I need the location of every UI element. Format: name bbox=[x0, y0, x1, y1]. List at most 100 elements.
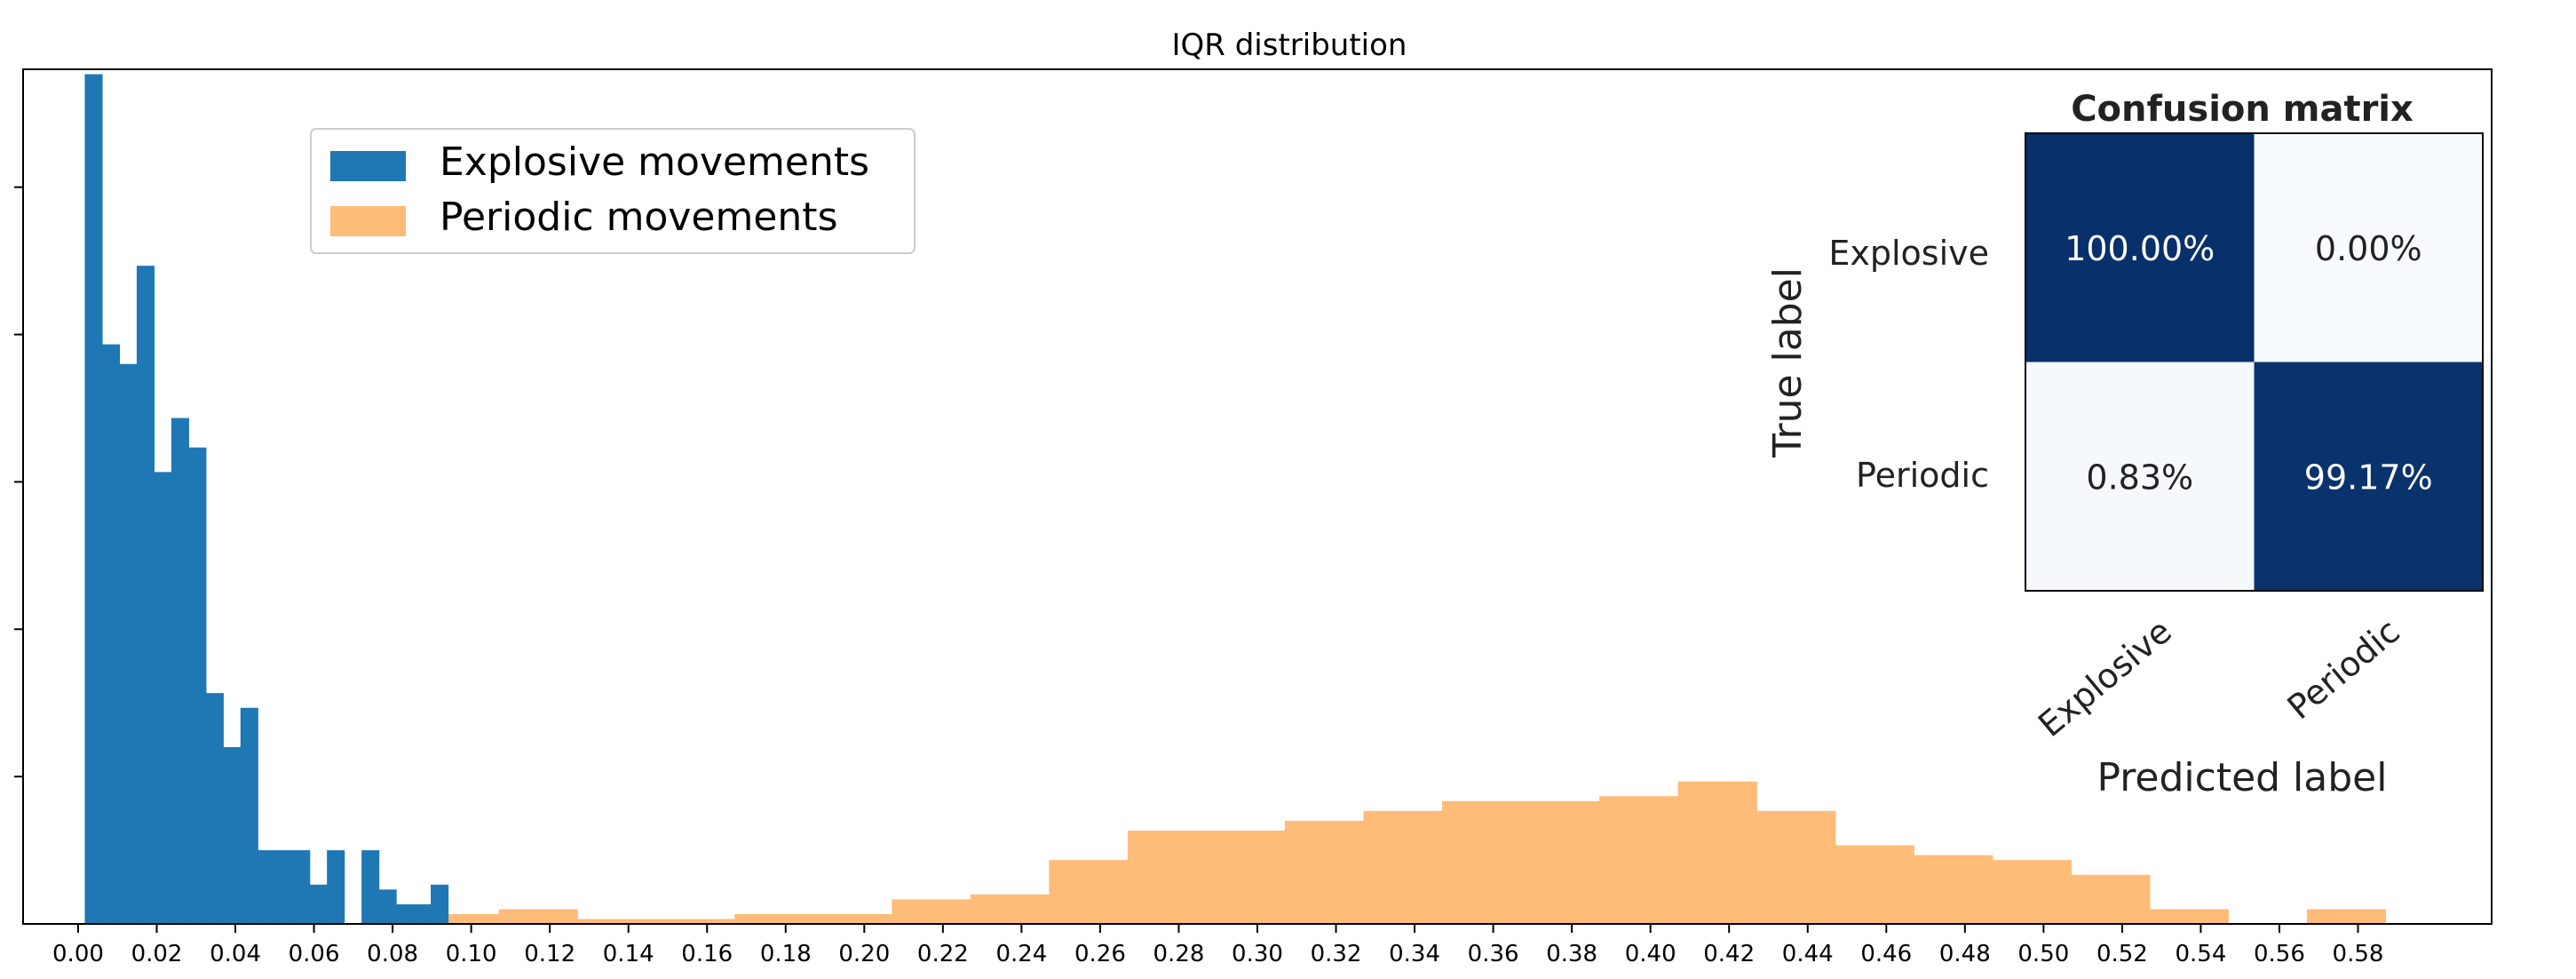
x-tick-label: 0.50 bbox=[2017, 941, 2069, 967]
histogram-bar bbox=[136, 266, 155, 924]
x-tick-label: 0.30 bbox=[1232, 941, 1283, 967]
histogram-bar bbox=[420, 913, 500, 924]
x-axis-ticks: 0.00 0.02 0.04 0.06 0.08 0.10 0.12 0.14 0.16 0.18… bbox=[52, 924, 2383, 967]
histogram-bar bbox=[223, 746, 242, 924]
cm-cell bbox=[2254, 133, 2483, 362]
histogram-bar bbox=[413, 903, 432, 924]
x-tick-label: 0.26 bbox=[1074, 941, 1126, 967]
x-tick-label: 0.14 bbox=[603, 941, 654, 967]
histogram-bar bbox=[812, 913, 892, 924]
histogram-title: IQR distribution bbox=[1172, 28, 1407, 63]
confusion-matrix: Confusion matrix 100.00% 0.00% 0.83% 99.17%… bbox=[1765, 89, 2484, 800]
cm-col-label-explosive: Explosive bbox=[2031, 611, 2179, 744]
x-tick-label: 0.54 bbox=[2175, 941, 2226, 967]
x-tick-label: 0.34 bbox=[1389, 941, 1440, 967]
histogram-bar bbox=[431, 884, 449, 924]
x-tick-label: 0.52 bbox=[2096, 941, 2148, 967]
histogram-bar bbox=[1442, 800, 1522, 924]
histogram-bar bbox=[2149, 909, 2230, 924]
x-tick-label: 0.44 bbox=[1782, 941, 1834, 967]
histogram-bar bbox=[396, 903, 415, 924]
histogram-bar bbox=[2071, 874, 2151, 924]
histogram-bar bbox=[170, 418, 189, 924]
legend: Explosive movements Periodic movements bbox=[310, 128, 915, 254]
histogram-bar bbox=[154, 472, 172, 924]
histogram-bar bbox=[274, 850, 293, 924]
x-tick-label: 0.46 bbox=[1860, 941, 1912, 967]
x-tick-label: 0.16 bbox=[681, 941, 733, 967]
x-tick-label: 0.00 bbox=[52, 941, 104, 967]
histogram-bar bbox=[1363, 810, 1443, 924]
histogram-bar bbox=[892, 899, 971, 924]
histogram-bar bbox=[655, 919, 735, 924]
x-tick-label: 0.56 bbox=[2254, 941, 2305, 967]
x-tick-label: 0.38 bbox=[1546, 941, 1597, 967]
histogram-bar bbox=[240, 707, 258, 924]
cm-y-axis-label: True label bbox=[1765, 267, 1811, 458]
cm-cell bbox=[2025, 133, 2255, 362]
histogram-bar bbox=[1127, 830, 1208, 924]
cm-row-label-explosive: Explosive bbox=[1828, 234, 1989, 273]
cm-cell-value: 100.00% bbox=[2065, 229, 2215, 268]
histogram-bar bbox=[1599, 796, 1679, 924]
histogram-bar bbox=[1992, 860, 2072, 924]
cm-cell-value: 99.17% bbox=[2304, 458, 2433, 497]
x-tick-label: 0.20 bbox=[838, 941, 890, 967]
x-tick-label: 0.02 bbox=[131, 941, 183, 967]
x-tick-label: 0.22 bbox=[917, 941, 969, 967]
x-tick-label: 0.28 bbox=[1153, 941, 1205, 967]
x-tick-label: 0.40 bbox=[1625, 941, 1676, 967]
histogram-bar bbox=[84, 74, 103, 924]
histogram-bar bbox=[119, 363, 138, 925]
series-explosive bbox=[84, 74, 449, 925]
legend-label-explosive: Explosive movements bbox=[440, 139, 869, 185]
legend-label-periodic: Periodic movements bbox=[440, 195, 838, 240]
cm-title: Confusion matrix bbox=[2071, 89, 2414, 130]
x-tick-label: 0.36 bbox=[1468, 941, 1519, 967]
x-tick-label: 0.42 bbox=[1703, 941, 1755, 967]
x-tick-label: 0.04 bbox=[210, 941, 261, 967]
cm-col-label-periodic: Periodic bbox=[2280, 611, 2407, 727]
histogram-bar bbox=[498, 909, 578, 924]
histogram-bar bbox=[970, 894, 1050, 924]
x-tick-label: 0.06 bbox=[289, 941, 340, 967]
legend-swatch-periodic bbox=[330, 206, 406, 236]
series-periodic bbox=[420, 781, 2387, 924]
cm-frame bbox=[2025, 132, 2484, 592]
histogram-bar bbox=[292, 850, 311, 924]
x-tick-label: 0.10 bbox=[446, 941, 497, 967]
histogram-bar bbox=[309, 884, 328, 924]
plot-frame bbox=[22, 68, 2493, 925]
histogram-bar bbox=[1049, 860, 1129, 924]
histogram-bar bbox=[1756, 810, 1836, 924]
x-tick-label: 0.32 bbox=[1311, 941, 1362, 967]
y-axis-ticks bbox=[14, 186, 23, 778]
iqr-histogram: IQR distribution 0.00 0.02 0.04 0.06 0.08 0.1… bbox=[14, 28, 2493, 967]
histogram-bar bbox=[188, 447, 207, 924]
x-tick-label: 0.08 bbox=[367, 941, 418, 967]
cm-cell bbox=[2025, 362, 2255, 591]
histogram-bar bbox=[2306, 909, 2387, 924]
cm-row-label-periodic: Periodic bbox=[1856, 456, 1989, 495]
histogram-bar bbox=[1914, 855, 1993, 924]
histogram-bar bbox=[258, 850, 276, 924]
histogram-bar bbox=[361, 850, 380, 924]
histogram-bar bbox=[1284, 820, 1365, 924]
histogram-bar bbox=[327, 850, 345, 924]
x-tick-label: 0.18 bbox=[760, 941, 812, 967]
x-tick-label: 0.12 bbox=[524, 941, 575, 967]
histogram-bar bbox=[101, 344, 121, 924]
cm-cells: 100.00% 0.00% 0.83% 99.17% bbox=[2025, 133, 2483, 591]
histogram-bar bbox=[1677, 781, 1757, 924]
histogram-bar bbox=[1520, 800, 1600, 924]
cm-x-axis-label: Predicted label bbox=[2097, 755, 2388, 800]
histogram-bar bbox=[1206, 830, 1286, 924]
x-tick-label: 0.48 bbox=[1939, 941, 1991, 967]
cm-cell-value: 0.00% bbox=[2315, 229, 2422, 268]
histogram-bar bbox=[734, 913, 814, 924]
histogram-bar bbox=[205, 693, 224, 924]
legend-swatch-explosive bbox=[330, 151, 406, 181]
x-tick-label: 0.58 bbox=[2333, 941, 2384, 967]
cm-cell bbox=[2254, 362, 2483, 591]
